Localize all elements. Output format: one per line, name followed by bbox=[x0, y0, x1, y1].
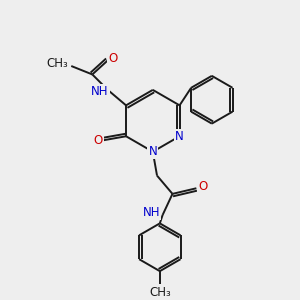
Text: CH₃: CH₃ bbox=[149, 286, 171, 299]
Text: NH: NH bbox=[143, 206, 160, 219]
Text: N: N bbox=[175, 130, 184, 143]
Text: O: O bbox=[108, 52, 118, 65]
Text: O: O bbox=[93, 134, 103, 147]
Text: NH: NH bbox=[91, 85, 109, 98]
Text: CH₃: CH₃ bbox=[47, 57, 68, 70]
Text: O: O bbox=[198, 180, 207, 193]
Text: N: N bbox=[148, 145, 157, 158]
